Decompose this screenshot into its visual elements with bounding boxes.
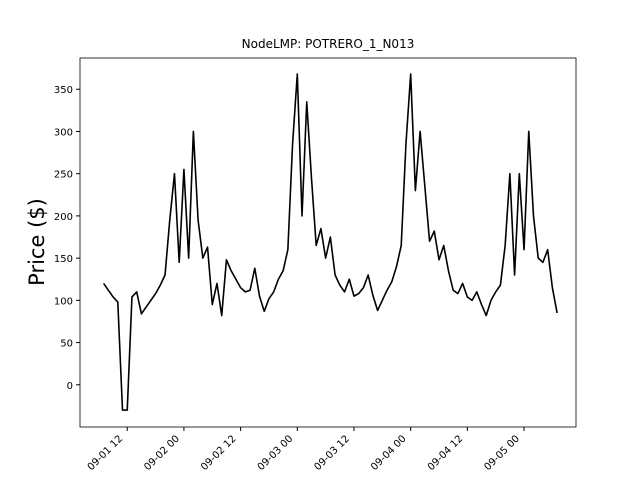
y-tick-label: 150 [54,254,73,265]
y-axis-label: Price ($) [25,198,49,286]
y-tick-label: 250 [54,170,73,181]
y-tick-label: 100 [54,296,73,307]
y-tick-label: 300 [54,127,73,138]
line [102,73,558,411]
plot-frame [79,57,577,428]
chart-title: NodeLMP: POTRERO_1_N013 [242,37,415,51]
y-tick-label: 50 [60,339,73,350]
y-tick-label: 350 [54,85,73,96]
y-tick-label: 0 [67,381,73,392]
y-tick-label: 200 [54,212,73,223]
